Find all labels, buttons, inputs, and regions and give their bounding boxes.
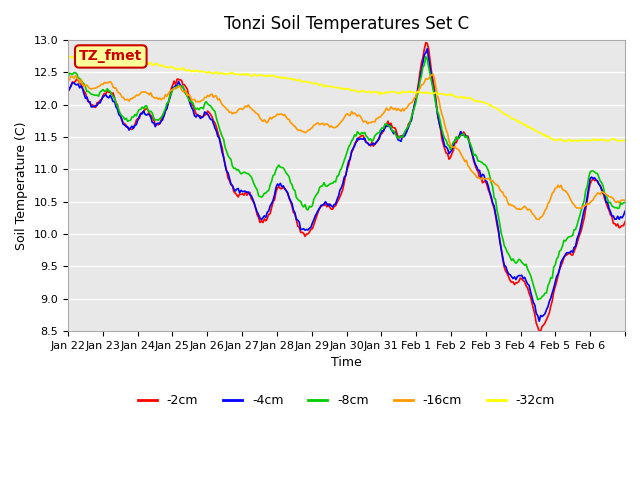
-16cm	[351, 110, 358, 116]
Text: TZ_fmet: TZ_fmet	[79, 49, 143, 63]
Line: -32cm: -32cm	[68, 55, 625, 142]
-2cm	[64, 88, 72, 94]
-32cm	[561, 139, 569, 144]
-4cm	[621, 208, 629, 214]
-2cm	[351, 142, 358, 147]
-16cm	[534, 216, 541, 222]
Y-axis label: Soil Temperature (C): Soil Temperature (C)	[15, 121, 28, 250]
Line: -2cm: -2cm	[68, 43, 625, 332]
Line: -16cm: -16cm	[68, 74, 625, 219]
Title: Tonzi Soil Temperatures Set C: Tonzi Soil Temperatures Set C	[224, 15, 469, 33]
-4cm	[424, 46, 431, 52]
-4cm	[100, 93, 108, 98]
-2cm	[547, 303, 555, 309]
-2cm	[422, 40, 429, 46]
-16cm	[547, 195, 555, 201]
-8cm	[100, 88, 108, 94]
-32cm	[84, 53, 92, 59]
-32cm	[620, 138, 627, 144]
-16cm	[621, 198, 629, 204]
-32cm	[352, 87, 360, 93]
-16cm	[64, 77, 72, 83]
-32cm	[463, 96, 470, 101]
-2cm	[463, 133, 470, 139]
-32cm	[72, 52, 79, 58]
-2cm	[620, 223, 627, 228]
-8cm	[620, 200, 627, 205]
Line: -8cm: -8cm	[68, 57, 625, 300]
-16cm	[83, 82, 91, 88]
-16cm	[100, 80, 108, 85]
-32cm	[545, 134, 553, 140]
-4cm	[351, 144, 358, 149]
-4cm	[536, 318, 543, 324]
-16cm	[429, 72, 437, 77]
-8cm	[351, 132, 358, 138]
Legend: -2cm, -4cm, -8cm, -16cm, -32cm: -2cm, -4cm, -8cm, -16cm, -32cm	[133, 389, 560, 412]
-4cm	[83, 94, 91, 100]
-4cm	[547, 295, 555, 301]
-32cm	[64, 53, 72, 59]
-4cm	[64, 89, 72, 95]
-32cm	[621, 138, 629, 144]
-2cm	[536, 329, 543, 335]
-8cm	[83, 89, 91, 95]
-32cm	[102, 55, 109, 61]
-2cm	[83, 96, 91, 102]
-4cm	[620, 213, 627, 218]
-2cm	[621, 219, 629, 225]
-8cm	[463, 133, 470, 139]
-16cm	[463, 157, 470, 163]
-16cm	[620, 197, 627, 203]
-8cm	[64, 75, 72, 81]
-8cm	[534, 297, 541, 302]
-8cm	[547, 275, 555, 280]
-2cm	[100, 91, 108, 96]
-8cm	[422, 54, 429, 60]
X-axis label: Time: Time	[331, 356, 362, 369]
-8cm	[621, 200, 629, 205]
-4cm	[463, 133, 470, 139]
Line: -4cm: -4cm	[68, 49, 625, 321]
